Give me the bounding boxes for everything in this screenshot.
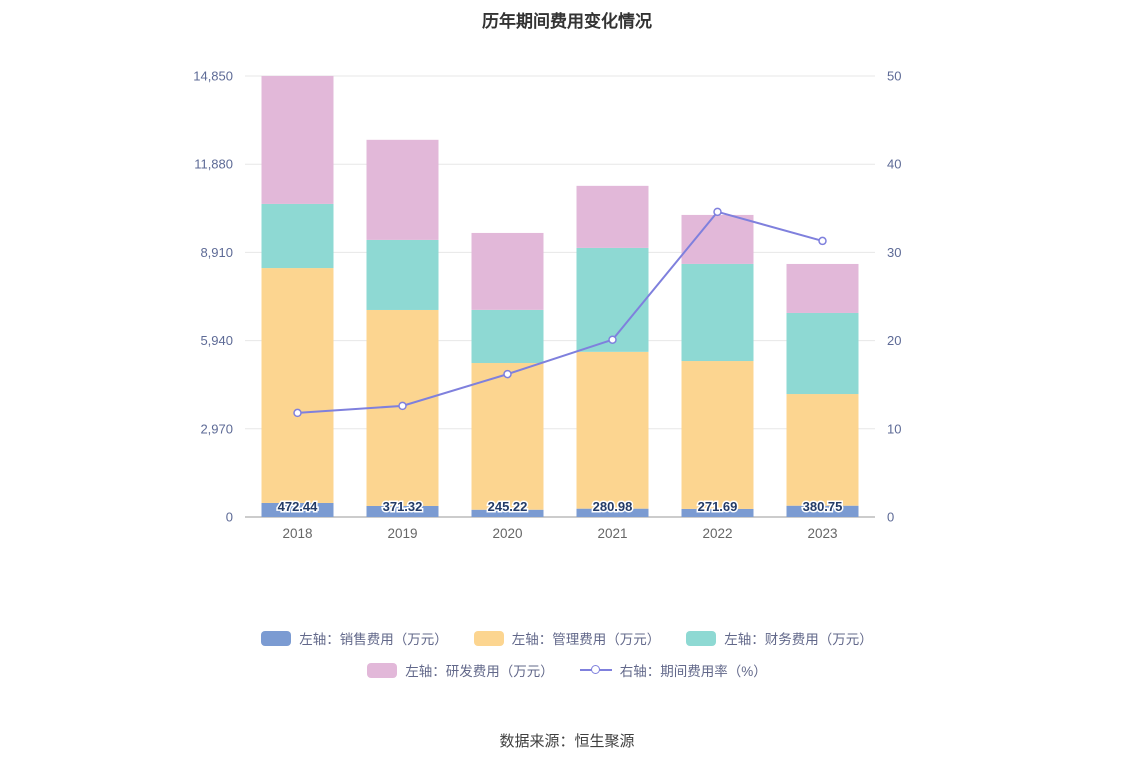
line-marker <box>713 207 722 217</box>
line-marker <box>293 408 302 418</box>
legend-label-finance-expense: 左轴：财务费用（万元） <box>724 632 873 647</box>
bar-value-label: 245.22 <box>488 499 528 514</box>
bar-segment <box>366 505 439 517</box>
bar-segment <box>471 232 544 310</box>
left-axis-tick-label: 5,940 <box>200 333 233 348</box>
right-axis-tick-label: 50 <box>887 69 901 84</box>
bar-segment <box>366 139 439 240</box>
bar-segment <box>471 363 544 510</box>
legend-label-rd-expense: 左轴：研发费用（万元） <box>405 664 554 679</box>
legend: 左轴：销售费用（万元） 左轴：管理费用（万元） 左轴：财务费用（万元） 左轴：研… <box>0 628 1134 680</box>
right-axis-tick-label: 10 <box>887 421 901 436</box>
legend-label-admin-expense: 左轴：管理费用（万元） <box>511 632 661 647</box>
bar-segment <box>576 247 649 352</box>
legend-item-sales-expense[interactable]: 左轴：销售费用（万元） <box>261 628 448 648</box>
right-axis-tick-label: 0 <box>887 510 894 525</box>
right-axis-tick-label: 20 <box>887 333 901 348</box>
bar-value-label: 280.98 <box>593 499 633 514</box>
legend-swatch-finance-expense <box>686 630 717 646</box>
left-axis-tick-label: 8,910 <box>200 245 233 260</box>
bar-segment <box>786 394 859 506</box>
x-axis-label: 2022 <box>702 526 732 541</box>
bar-segment <box>681 508 754 517</box>
x-axis-label: 2020 <box>492 526 522 541</box>
right-axis-tick-label: 30 <box>887 245 901 260</box>
line-marker <box>608 335 617 344</box>
left-axis-tick-label: 14,850 <box>193 69 233 84</box>
line-marker <box>398 401 407 411</box>
bar-segment <box>576 508 649 517</box>
bar-segment <box>681 263 754 362</box>
line-marker <box>503 369 512 379</box>
legend-label-expense-ratio: 右轴：期间费用率（%） <box>619 664 767 679</box>
legend-line-marker-icon <box>579 663 612 678</box>
left-axis-tick-label: 11,880 <box>194 157 233 172</box>
bar-value-label: 380.75 <box>803 499 843 514</box>
legend-row-2: 左轴：研发费用（万元） 右轴：期间费用率（%） <box>367 660 767 680</box>
legend-item-expense-ratio[interactable]: 右轴：期间费用率（%） <box>579 660 767 680</box>
line-marker <box>818 236 827 246</box>
bar-segment <box>576 351 649 509</box>
legend-item-rd-expense[interactable]: 左轴：研发费用（万元） <box>367 660 554 680</box>
bar-segment <box>261 268 334 503</box>
bar-segment <box>261 75 334 204</box>
legend-item-finance-expense[interactable]: 左轴：财务费用（万元） <box>686 628 873 648</box>
left-axis-tick-label: 2,970 <box>200 421 233 436</box>
right-axis-tick-label: 40 <box>887 157 901 172</box>
x-axis-label: 2019 <box>387 526 417 541</box>
legend-label-sales-expense: 左轴：销售费用（万元） <box>299 632 448 647</box>
bar-segment <box>261 502 334 517</box>
legend-swatch-admin-expense <box>473 630 504 646</box>
left-axis-tick-label: 0 <box>226 510 233 525</box>
bar-segment <box>261 203 334 269</box>
bar-value-label: 371.32 <box>383 499 423 514</box>
line-series <box>297 210 823 414</box>
bar-segment <box>471 309 544 364</box>
bar-segment <box>786 312 859 395</box>
bar-value-label: 271.69 <box>698 499 738 514</box>
legend-item-admin-expense[interactable]: 左轴：管理费用（万元） <box>473 628 661 648</box>
data-source-caption: 数据来源：恒生聚源 <box>499 733 635 750</box>
bar-segment <box>681 361 754 509</box>
bar-segment <box>786 505 859 517</box>
legend-swatch-sales-expense <box>261 630 292 646</box>
x-axis-label: 2021 <box>597 526 627 541</box>
bar-value-label: 472.44 <box>278 499 319 514</box>
x-axis-label: 2023 <box>807 526 837 541</box>
bar-segment <box>786 263 859 313</box>
bar-segment <box>681 214 754 264</box>
x-axis-label: 2018 <box>282 526 312 541</box>
bar-segment <box>576 185 649 248</box>
legend-swatch-rd-expense <box>367 662 398 678</box>
legend-row-1: 左轴：销售费用（万元） 左轴：管理费用（万元） 左轴：财务费用（万元） <box>261 628 873 648</box>
chart-title: 历年期间费用变化情况 <box>482 12 652 31</box>
chart-canvas: 0 0 2,970 10 5,940 20 8,910 30 11,880 40 14,850 50 4… <box>193 69 901 542</box>
bar-segment <box>366 239 439 310</box>
bar-segment <box>471 509 544 517</box>
